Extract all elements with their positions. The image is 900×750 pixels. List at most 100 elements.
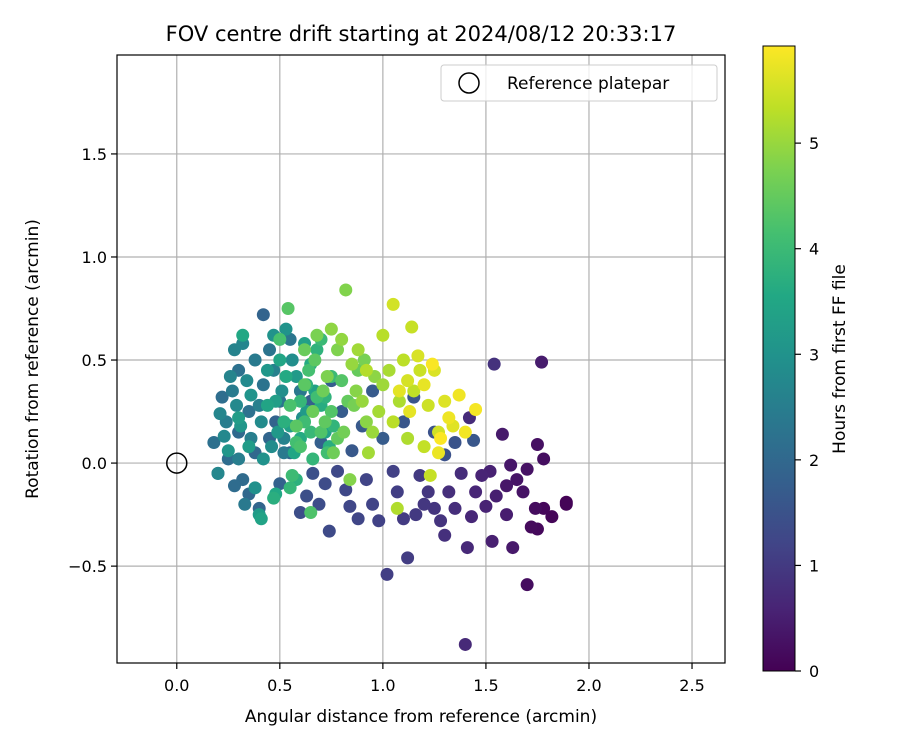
data-point-14	[500, 479, 514, 493]
data-point-125	[271, 425, 285, 439]
data-point-157	[304, 425, 318, 439]
data-point-25	[464, 510, 478, 524]
data-point-120	[279, 322, 293, 336]
data-point-96	[248, 353, 262, 367]
legend: Reference platepar	[440, 64, 718, 102]
data-point-82	[227, 479, 241, 493]
colorbar-gradient	[762, 45, 796, 672]
plot-frame	[116, 54, 726, 664]
y-axis-label: Rotation from reference (arcmin)	[23, 219, 43, 499]
data-point-202	[351, 343, 365, 357]
data-point-130	[232, 411, 246, 425]
data-point-228	[417, 378, 431, 392]
data-point-209	[359, 363, 373, 377]
data-point-23	[475, 468, 489, 482]
data-point-19	[489, 489, 503, 503]
chart-title: FOV centre drift starting at 2024/08/12 …	[166, 22, 677, 46]
data-point-97	[225, 384, 239, 398]
data-point-224	[438, 394, 452, 408]
data-point-105	[223, 370, 237, 384]
data-point-167	[283, 398, 297, 412]
legend-entry-reference-platepar: Reference platepar	[507, 74, 669, 94]
data-point-31	[442, 485, 456, 499]
data-point-212	[396, 353, 410, 367]
data-point-50	[339, 483, 353, 497]
data-point-113	[265, 440, 279, 454]
data-point-111	[240, 374, 254, 388]
data-point-33	[487, 357, 501, 371]
data-point-44	[386, 464, 400, 478]
data-point-230	[442, 411, 456, 425]
data-point-165	[302, 363, 316, 377]
y-tick-label-3: 1.0	[82, 248, 107, 267]
data-point-148	[277, 415, 291, 429]
colorbar-ticks: 0 1 2 3 4 5	[795, 134, 819, 681]
data-points	[207, 283, 573, 651]
data-point-192	[343, 473, 357, 487]
data-point-205	[382, 363, 396, 377]
data-point-22	[479, 499, 493, 513]
data-point-210	[376, 328, 390, 342]
data-point-197	[335, 332, 349, 346]
data-point-73	[273, 477, 287, 491]
data-point-123	[221, 444, 235, 458]
x-axis-ticks: 0.0 0.5 1.0 1.5 2.0 2.5	[164, 663, 705, 695]
data-point-199	[355, 394, 369, 408]
data-point-15	[506, 541, 520, 555]
data-point-39	[413, 468, 427, 482]
data-point-30	[448, 501, 462, 515]
data-point-155	[283, 481, 297, 495]
data-point-8	[537, 452, 551, 466]
data-point-142	[279, 370, 293, 384]
data-point-126	[289, 370, 303, 384]
data-point-151	[310, 343, 324, 357]
data-point-10	[520, 462, 534, 476]
data-point-194	[359, 415, 373, 429]
data-point-53	[318, 477, 332, 491]
colorbar: 0 1 2 3 4 5 Hours from first FF file	[762, 45, 850, 681]
y-axis-ticks: −0.5 0.0 0.5 1.0 1.5	[68, 145, 117, 576]
data-point-24	[469, 485, 483, 499]
colorbar-tick-label-1: 1	[809, 556, 819, 575]
data-point-208	[390, 501, 404, 515]
data-point-181	[298, 343, 312, 357]
x-tick-label-1: 0.5	[267, 676, 292, 695]
data-point-26	[460, 541, 474, 555]
data-point-32	[438, 528, 452, 542]
data-point-51	[331, 464, 345, 478]
data-point-185	[337, 425, 351, 439]
data-point-7	[520, 578, 534, 592]
data-point-57	[306, 466, 320, 480]
data-point-184	[326, 446, 340, 460]
data-point-118	[256, 452, 270, 466]
data-point-232	[458, 425, 472, 439]
data-point-168	[293, 440, 307, 454]
data-point-88	[242, 405, 256, 419]
colorbar-tick-label-2: 2	[809, 451, 819, 470]
data-point-63	[467, 433, 481, 447]
data-point-9	[530, 438, 544, 452]
colorbar-label: Hours from first FF file	[830, 264, 850, 454]
data-point-43	[380, 567, 394, 581]
data-point-67	[376, 431, 390, 445]
data-point-188	[310, 328, 324, 342]
data-point-115	[285, 353, 299, 367]
data-point-117	[248, 481, 262, 495]
data-point-154	[306, 452, 320, 466]
data-point-193	[349, 384, 363, 398]
data-point-11	[516, 485, 530, 499]
data-point-38	[409, 508, 423, 522]
data-point-172	[335, 374, 349, 388]
data-point-89	[256, 378, 270, 392]
data-point-227	[403, 405, 417, 419]
data-point-170	[314, 425, 328, 439]
data-point-183	[316, 384, 330, 398]
data-point-226	[392, 384, 406, 398]
x-tick-label-3: 1.5	[473, 676, 498, 695]
data-point-187	[357, 353, 371, 367]
data-point-109	[217, 429, 231, 443]
data-point-55	[293, 506, 307, 520]
data-point-160	[285, 468, 299, 482]
data-point-231	[452, 388, 466, 402]
